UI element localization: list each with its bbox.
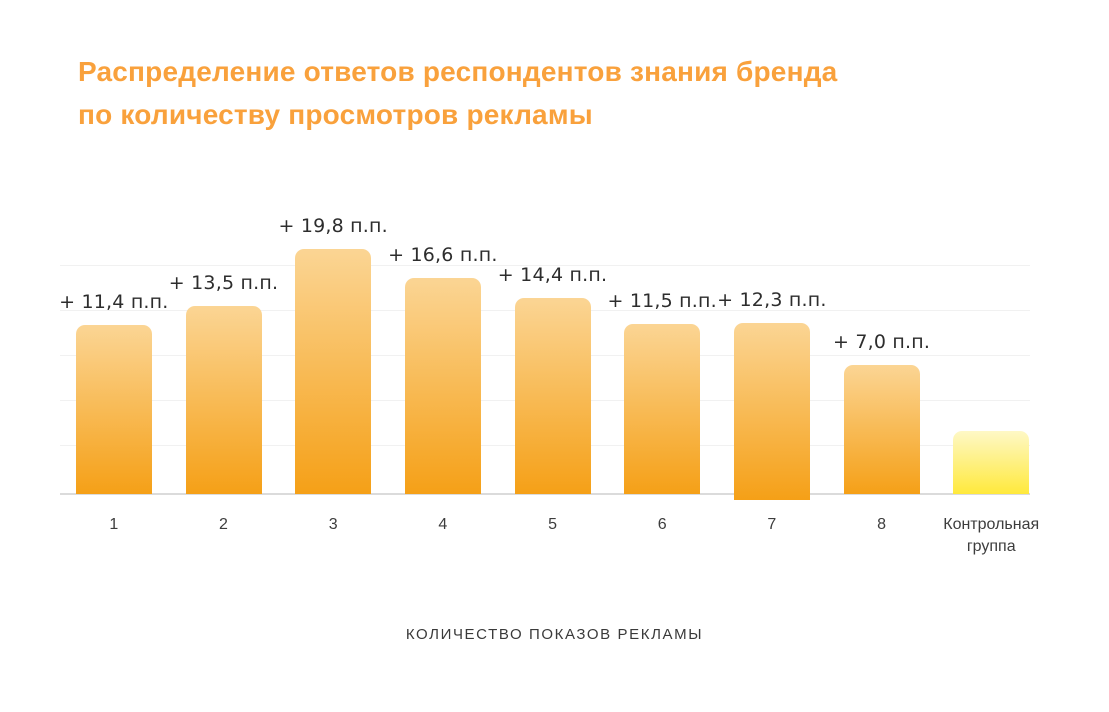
bar-column-5: + 14,4 п.п. xyxy=(498,200,608,494)
x-axis-tick: 4 xyxy=(438,516,448,533)
bar-column-3: + 19,8 п.п. xyxy=(278,200,388,494)
bar-column-7: + 12,3 п.п. xyxy=(717,200,827,500)
bar xyxy=(75,325,152,494)
bar xyxy=(733,323,810,500)
x-axis-tick: 6 xyxy=(657,516,667,533)
plot-area: + 11,4 п.п. + 13,5 п.п. + 19,8 п.п. + 16,6 … xyxy=(59,200,1046,500)
x-axis-tick: 7 xyxy=(767,516,777,533)
bar xyxy=(514,298,591,494)
bar-column-6: + 11,5 п.п. xyxy=(607,200,717,494)
bar-value-label: + 7,0 п.п. xyxy=(832,331,931,353)
x-axis-tick: 3 xyxy=(328,516,338,533)
bar-value-label: + 14,4 п.п. xyxy=(497,264,608,286)
x-axis-tick: 2 xyxy=(219,516,228,533)
bar-column-4: + 16,6 п.п. xyxy=(388,200,498,494)
bar xyxy=(843,365,920,494)
bar-value-label: + 12,3 п.п. xyxy=(717,289,827,311)
bar-value-label: + 16,6 п.п. xyxy=(388,244,498,266)
bar xyxy=(624,324,701,494)
page-title-line1: Распределение ответов респондентов знани… xyxy=(78,56,838,87)
gridline xyxy=(60,265,1030,266)
bar-columns: + 11,4 п.п. + 13,5 п.п. + 19,8 п.п. + 16,6 … xyxy=(59,200,1046,500)
page-title: Распределение ответов респондентов знани… xyxy=(78,50,837,136)
bar xyxy=(295,249,372,494)
x-axis-tick: 5 xyxy=(548,516,557,533)
bar-column-8: + 7,0 п.п. xyxy=(827,200,937,494)
bar-value-label: + 11,5 п.п. xyxy=(607,290,717,312)
x-axis-tick: 8 xyxy=(877,516,886,533)
control-group-column xyxy=(936,200,1046,494)
bar-column-1: + 11,4 п.п. xyxy=(59,200,169,494)
x-axis-tick: Контрольная группа xyxy=(943,516,1040,555)
control-group-bar xyxy=(953,431,1030,494)
bar-column-2: + 13,5 п.п. xyxy=(169,200,279,494)
x-axis-tick-labels: 1 2 3 4 5 6 7 8 Контрольная группа xyxy=(59,514,1046,558)
x-axis-title: КОЛИЧЕСТВО ПОКАЗОВ РЕКЛАМЫ xyxy=(405,626,704,643)
bar-value-label: + 19,8 п.п. xyxy=(278,215,388,237)
page-title-line2: по количеству просмотров рекламы xyxy=(78,99,593,130)
x-axis-tick: 1 xyxy=(109,516,119,533)
x-axis-line xyxy=(60,493,1030,495)
bar-value-label: + 13,5 п.п. xyxy=(168,272,279,294)
bar xyxy=(185,306,262,494)
bar-value-label: + 11,4 п.п. xyxy=(59,291,169,313)
bar xyxy=(404,278,481,494)
